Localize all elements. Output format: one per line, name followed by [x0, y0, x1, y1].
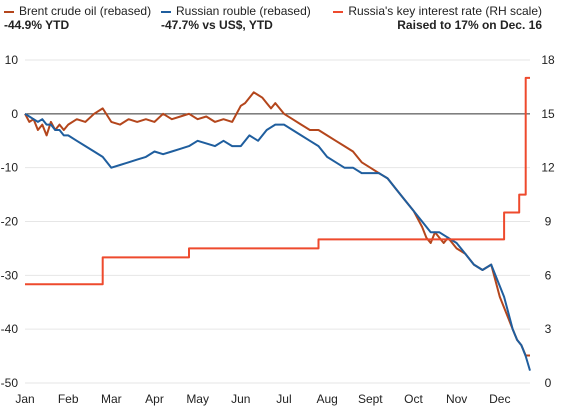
y-right-tick-label: 12	[541, 161, 555, 175]
legend-rouble-label: Russian rouble (rebased)	[176, 4, 311, 18]
y-left-tick-label: -40	[1, 322, 19, 336]
y-right-tick-label: 9	[545, 215, 552, 229]
rouble-series-line	[24, 112, 531, 371]
y-right-tick-label: 0	[545, 376, 552, 390]
x-tick-label: Sept	[358, 392, 383, 406]
legend-rouble-swatch	[161, 10, 171, 13]
x-tick-label: Nov	[446, 392, 467, 406]
x-tick-label: Aug	[316, 392, 337, 406]
x-tick-label: Apr	[145, 392, 164, 406]
x-tick-label: Dec	[489, 392, 510, 406]
legend-brent-label: Brent crude oil (rebased)	[19, 4, 152, 18]
y-right-tick-label: 15	[541, 107, 555, 121]
legend-rate-label: Russia's key interest rate (RH scale)	[348, 4, 542, 18]
y-right-tick-label: 3	[545, 322, 552, 336]
legend-rate-sub: Raised to 17% on Dec. 16	[397, 18, 542, 32]
rate-series-line	[25, 76, 530, 286]
y-left-tick-label: -30	[1, 268, 19, 282]
x-tick-label: Feb	[58, 392, 79, 406]
x-tick-label: Oct	[404, 392, 423, 406]
legend-rate-swatch	[333, 10, 344, 13]
legend-brent: Brent crude oil (rebased) -44.9% YTD	[4, 4, 151, 32]
y-left-tick-label: 0	[11, 107, 18, 121]
x-tick-label: Jun	[231, 392, 250, 406]
legend-rouble: Russian rouble (rebased) -47.7% vs US$, …	[161, 4, 311, 32]
brent-series-line	[24, 91, 530, 357]
x-tick-label: May	[186, 392, 209, 406]
x-tick-label: Mar	[101, 392, 122, 406]
y-right-tick-label: 18	[541, 53, 555, 67]
x-tick-label: Jul	[276, 392, 291, 406]
x-tick-label: Jan	[15, 392, 34, 406]
y-left-tick-label: -50	[1, 376, 19, 390]
y-left-tick-label: -20	[1, 215, 19, 229]
legend-rouble-sub: -47.7% vs US$, YTD	[161, 18, 273, 32]
y-left-tick-label: 10	[5, 53, 19, 67]
legend-brent-sub: -44.9% YTD	[4, 18, 70, 32]
y-left-tick-label: -10	[1, 161, 19, 175]
legend-brent-swatch	[4, 10, 14, 13]
y-right-tick-label: 6	[545, 268, 552, 282]
legend-rate: Russia's key interest rate (RH scale) Ra…	[333, 4, 542, 32]
